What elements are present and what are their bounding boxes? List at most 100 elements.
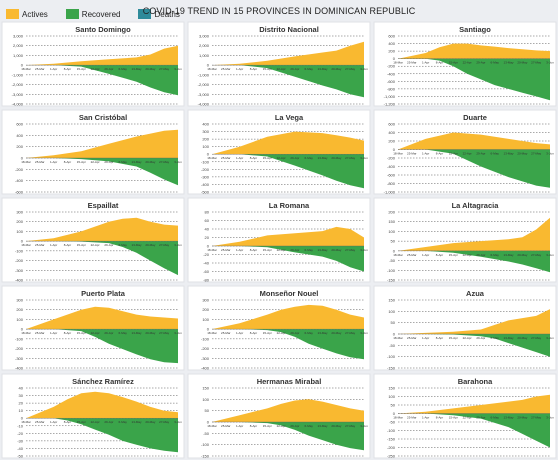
y-tick-label: 0 (207, 63, 210, 68)
x-tick-label: 1-Apr (50, 67, 57, 71)
y-tick-label: 100 (16, 317, 23, 322)
chart-panel-1: Distrito Nacional 3,000 2,000 1,000 0 -1,000 -… (187, 21, 371, 107)
legend-swatch-actives (6, 9, 19, 19)
series-area-recovered (26, 158, 178, 186)
y-tick-label: -20 (203, 252, 210, 257)
series-area-actives (398, 43, 550, 59)
x-tick-label: 6-May (305, 331, 314, 335)
series-area-recovered (398, 250, 550, 273)
x-tick-label: 8-Apr (436, 61, 443, 65)
chart-title: Puerto Plata (81, 289, 126, 298)
y-tick-label: 200 (202, 307, 209, 312)
x-tick-label: 20-May (145, 67, 156, 71)
y-tick-label: 200 (388, 210, 395, 215)
x-tick-label: 29-Apr (104, 67, 113, 71)
y-tick-label: 50 (205, 408, 210, 413)
x-tick-label: 8-Apr (436, 253, 443, 257)
x-tick-label: 8-Apr (436, 152, 443, 156)
x-tick-label: 6-May (305, 156, 314, 160)
chart-title: Sánchez Ramírez (72, 377, 134, 386)
x-tick-label: 15-Apr (263, 248, 272, 252)
x-tick-label: 13-May (132, 160, 143, 164)
y-tick-label: 100 (388, 229, 395, 234)
y-tick-label: -50 (389, 420, 396, 425)
x-tick-label: 22-Apr (91, 160, 100, 164)
x-tick-label: 15-Apr (449, 416, 458, 420)
x-tick-label: 1-Apr (422, 152, 429, 156)
y-tick-label: -200 (201, 346, 210, 351)
chart-title: Azua (466, 289, 485, 298)
x-tick-label: 15-Apr (77, 67, 86, 71)
x-tick-label: 3-Jun (360, 156, 368, 160)
x-tick-label: 20-May (331, 67, 342, 71)
y-tick-label: 200 (202, 137, 209, 142)
x-tick-label: 18-Mar (207, 424, 217, 428)
x-tick-label: 1-Apr (50, 420, 57, 424)
x-tick-label: 25-Mar (35, 160, 45, 164)
x-tick-label: 6-May (491, 152, 500, 156)
x-tick-label: 18-Mar (21, 420, 31, 424)
x-tick-label: 13-May (504, 416, 515, 420)
x-tick-label: 29-Apr (104, 160, 113, 164)
x-tick-label: 3-Jun (360, 248, 368, 252)
legend: Actives Recovered Deaths (6, 7, 194, 21)
x-tick-label: 3-Jun (174, 243, 182, 247)
y-tick-label: 0 (21, 327, 24, 332)
x-tick-label: 18-Mar (393, 61, 403, 65)
y-tick-label: -2,000 (198, 82, 210, 87)
series-area-recovered (398, 413, 550, 448)
legend-item-actives: Actives (6, 9, 48, 19)
x-tick-label: 18-Mar (21, 243, 31, 247)
x-tick-label: 25-Mar (35, 243, 45, 247)
x-tick-label: 1-Apr (236, 424, 243, 428)
x-tick-label: 13-May (132, 331, 143, 335)
y-tick-label: 300 (16, 210, 23, 215)
y-tick-label: -100 (387, 268, 396, 273)
y-tick-label: 0 (21, 239, 24, 244)
y-tick-label: 0 (393, 411, 396, 416)
y-tick-label: 400 (16, 133, 23, 138)
y-tick-label: -400 (387, 71, 396, 76)
x-tick-label: 25-Mar (407, 336, 417, 340)
y-tick-label: -400 (15, 178, 24, 183)
x-tick-label: 15-Apr (263, 331, 272, 335)
x-tick-label: 25-Mar (407, 61, 417, 65)
x-tick-label: 15-Apr (263, 67, 272, 71)
y-tick-label: 0 (21, 156, 24, 161)
y-tick-label: 0 (207, 244, 210, 249)
y-tick-label: -250 (387, 454, 396, 459)
x-tick-label: 3-Jun (546, 61, 554, 65)
y-tick-label: 100 (202, 397, 209, 402)
y-tick-label: -400 (201, 366, 210, 371)
series-area-actives (398, 309, 550, 334)
x-tick-label: 15-Apr (77, 160, 86, 164)
x-tick-label: 20-May (517, 336, 528, 340)
y-tick-label: 60 (205, 218, 210, 223)
y-tick-label: -150 (387, 437, 396, 442)
x-tick-label: 6-May (491, 336, 500, 340)
y-tick-label: -1,000 (198, 72, 210, 77)
x-tick-label: 29-Apr (290, 331, 299, 335)
series-area-actives (26, 391, 178, 419)
chart-title: Espaillat (88, 201, 119, 210)
legend-label-recovered: Recovered (81, 9, 121, 19)
y-tick-label: -200 (15, 167, 24, 172)
x-tick-label: 18-Mar (21, 160, 31, 164)
x-tick-label: 13-May (318, 67, 329, 71)
x-tick-label: 13-May (318, 248, 329, 252)
x-tick-label: 27-May (531, 416, 542, 420)
y-tick-label: 300 (202, 129, 209, 134)
x-tick-label: 18-Mar (393, 253, 403, 257)
x-tick-label: 22-Apr (463, 253, 472, 257)
x-tick-label: 6-May (119, 67, 128, 71)
y-tick-label: -50 (203, 431, 210, 436)
x-tick-label: 18-Mar (207, 248, 217, 252)
x-tick-label: 1-Apr (236, 67, 243, 71)
y-tick-label: -1,000 (12, 72, 24, 77)
x-tick-label: 6-May (119, 243, 128, 247)
x-tick-label: 18-Mar (21, 331, 31, 335)
x-tick-label: 20-May (145, 420, 156, 424)
y-tick-label: 30 (19, 393, 24, 398)
series-area-actives (398, 132, 550, 150)
y-tick-label: -100 (387, 354, 396, 359)
